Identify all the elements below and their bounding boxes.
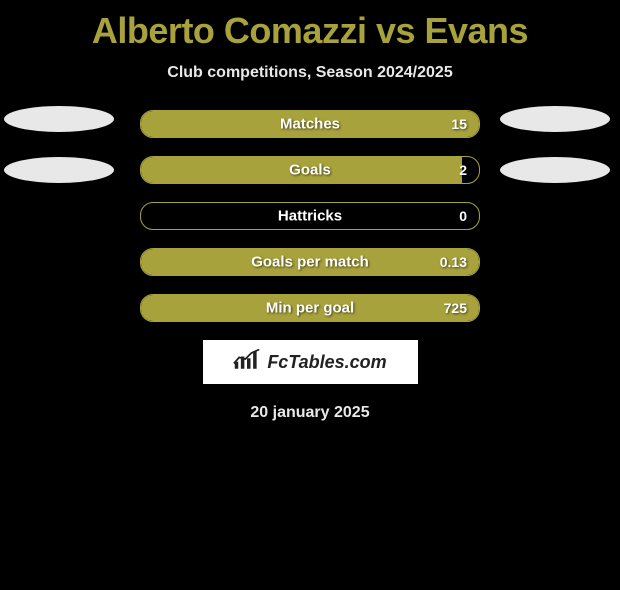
brand-text: FcTables.com	[267, 352, 386, 373]
chart-icon	[233, 349, 261, 376]
stat-bar: Goals 2	[140, 156, 480, 184]
stat-label: Matches	[280, 116, 340, 133]
stat-bar: Matches 15	[140, 110, 480, 138]
right-player-marker	[500, 157, 610, 183]
stat-label: Min per goal	[266, 300, 354, 317]
stat-bar: Min per goal 725	[140, 294, 480, 322]
stat-value: 0.13	[440, 254, 467, 270]
stat-row: Goals 2	[0, 156, 620, 184]
stat-label: Goals	[289, 162, 331, 179]
stat-value: 15	[451, 116, 467, 132]
stat-row: Hattricks 0	[0, 202, 620, 230]
footer-date: 20 january 2025	[0, 404, 620, 422]
page-title: Alberto Comazzi vs Evans	[0, 10, 620, 52]
stat-bar: Hattricks 0	[140, 202, 480, 230]
comparison-chart: Matches 15 Goals 2 Hattricks 0 Goals per match…	[0, 110, 620, 322]
stat-row: Goals per match 0.13	[0, 248, 620, 276]
left-player-marker	[4, 157, 114, 183]
brand-logo: FcTables.com	[203, 340, 418, 384]
stat-row: Matches 15	[0, 110, 620, 138]
right-player-marker	[500, 106, 610, 132]
stat-value: 725	[444, 300, 467, 316]
stat-value: 0	[459, 208, 467, 224]
stat-label: Goals per match	[251, 254, 369, 271]
stat-bar: Goals per match 0.13	[140, 248, 480, 276]
stat-value: 2	[459, 162, 467, 178]
subtitle: Club competitions, Season 2024/2025	[0, 64, 620, 82]
stat-label: Hattricks	[278, 208, 342, 225]
left-player-marker	[4, 106, 114, 132]
stat-row: Min per goal 725	[0, 294, 620, 322]
